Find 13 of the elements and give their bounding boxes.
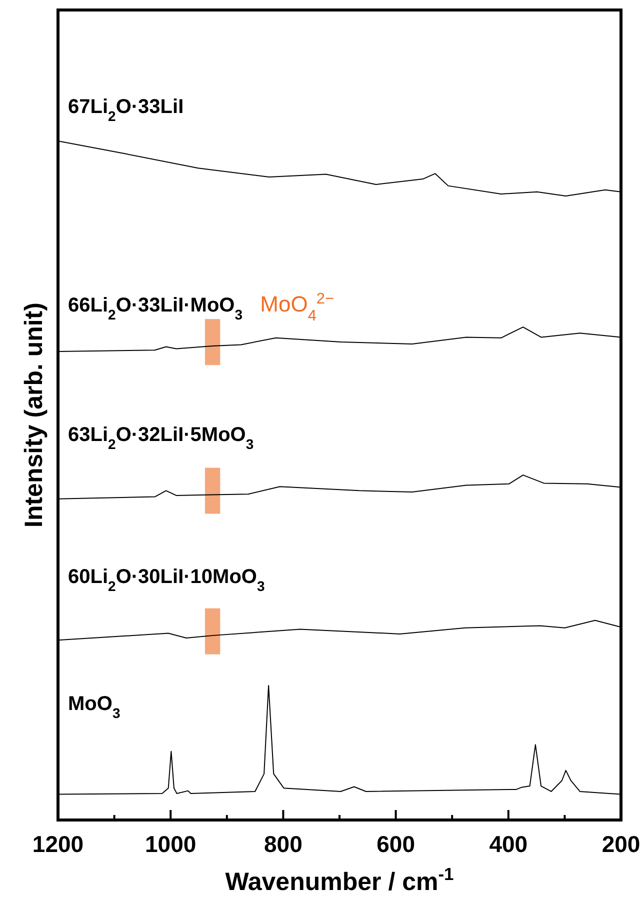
x-tick-label: 400 (489, 831, 528, 857)
y-axis-title: Intensity (arb. unit) (20, 302, 48, 528)
x-tick-label: 1000 (145, 831, 196, 857)
series-label: 63Li$_{2}$O·32LiI·5MoO$_{3}$ (68, 424, 254, 452)
x-tick-label: 600 (376, 831, 415, 857)
x-tick-label: 200 (602, 831, 640, 857)
series-label: 66Li$_{2}$O·33LiI·MoO$_{3}$ (68, 294, 243, 322)
x-tick-label: 800 (264, 831, 302, 857)
text: MoO$_{3}$ (68, 693, 120, 722)
series-label: 67Li$_{2}$O·33LiI (68, 96, 184, 124)
series-label: 60Li$_{2}$O·30LiI·10MoO$_{3}$ (68, 566, 265, 594)
x-tick-label: 1200 (32, 831, 84, 857)
x-axis-title: Wavenumber / cm$^{-1}$ (225, 864, 454, 896)
